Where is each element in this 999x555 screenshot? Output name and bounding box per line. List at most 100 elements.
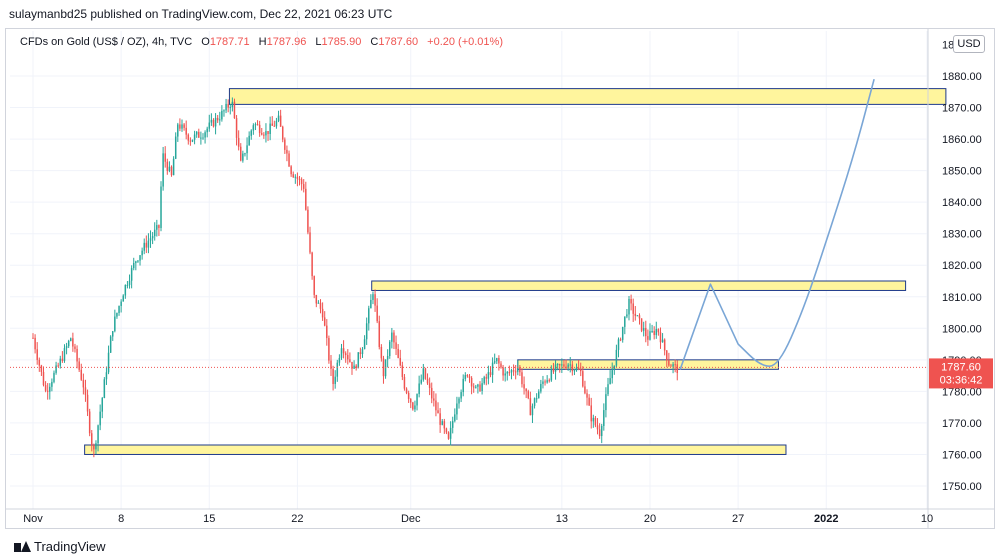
candle-body [221,110,223,120]
candle-body [248,135,250,146]
candle-body [250,130,253,136]
candle-body [260,133,263,135]
projection [679,78,875,370]
candle-body [420,379,422,384]
candle-body [290,166,292,175]
candle-body [120,301,122,306]
candle-body [227,103,229,108]
open-value: 1787.71 [209,36,250,48]
currency-button[interactable]: USD [953,35,985,53]
candle-body [647,336,649,340]
candle-body [428,383,431,388]
candle-body [674,364,676,366]
candle-body [349,359,351,362]
candle-body [407,392,410,399]
candle-body [145,242,148,248]
candle-body [242,153,244,161]
y-tick-label: 1870.00 [942,103,982,115]
axes: 1750.001760.001770.001780.001790.001800.… [6,29,994,528]
candle-body [166,161,169,171]
candle-body [59,358,62,366]
candle-body [78,361,80,370]
high-label: H [258,36,267,48]
footer-brand-text: TradingView [34,539,106,554]
low-value: 1785.90 [321,36,362,48]
candle-body [128,280,131,285]
candle-body [502,367,504,376]
candle-body [208,122,211,129]
candle-body [214,117,217,127]
candle-body [418,383,420,395]
candle-body [666,350,668,361]
candle-body [544,381,546,383]
candle-body [376,305,378,322]
y-tick-label: 1770.00 [942,418,982,430]
candle-body [470,377,473,387]
candle-body [219,119,221,121]
candle-body [462,378,464,393]
candle-body [466,375,469,377]
candle-body [267,131,269,135]
candle-body [386,356,389,360]
candle-body [546,380,548,383]
candle-body [116,312,118,317]
candle-body [603,410,605,426]
candle-body [645,327,647,337]
candle-body [414,405,416,410]
candle-body [640,318,643,331]
candle-body [256,124,259,126]
candle-body [86,394,89,412]
candle-body [571,364,574,372]
candle-body [51,381,53,387]
candle-body [506,372,509,374]
symbol-legend: CFDs on Gold (US$ / OZ), 4h, TVC O1787.7… [20,36,503,48]
candle-body [74,346,76,349]
candle-body [529,398,532,416]
candle-body [114,316,116,332]
candle-body [172,158,175,176]
candle-body [323,317,326,326]
candle-body [313,276,315,295]
chart-canvas[interactable]: 1750.001760.001770.001780.001790.001800.… [6,29,994,528]
candle-body [615,349,618,366]
candle-body [233,101,236,119]
candle-body [237,137,240,147]
x-tick-label: Nov [23,513,43,525]
candle-body [225,103,227,111]
candle-body [409,398,412,403]
candle-body [84,387,87,395]
candle-body [575,367,578,371]
candle-body [391,332,393,342]
candle-body [668,360,670,366]
candle-body [378,321,381,347]
candle-body [600,425,603,437]
candle-body [277,115,280,121]
countdown-text: 03:36:42 [940,374,983,386]
y-tick-label: 1780.00 [942,386,982,398]
candle-body [130,268,133,281]
candle-body [252,125,255,131]
y-tick-label: 1840.00 [942,197,982,209]
candle-body [632,303,634,314]
candle-body [596,425,599,430]
candle-body [279,115,282,127]
candle-body [605,394,607,411]
candle-body [336,362,339,377]
open-label: O [201,36,210,48]
support-resistance-zone [84,444,787,455]
candle-body [158,225,160,228]
candle-body [443,421,446,429]
candle-body [109,336,112,353]
candle-body [36,349,38,360]
footer-brand[interactable]: TradingView [14,539,106,554]
candle-body [464,375,467,379]
candle-body [67,340,70,347]
candle-body [567,364,569,369]
close-value: 1787.60 [378,36,419,48]
candle-body [607,384,609,395]
low-label: L [315,36,322,48]
candle-body [351,361,353,369]
candle-body [617,339,620,350]
candle-body [550,368,553,381]
publisher-header: sulaymanbd25 published on TradingView.co… [9,7,393,21]
